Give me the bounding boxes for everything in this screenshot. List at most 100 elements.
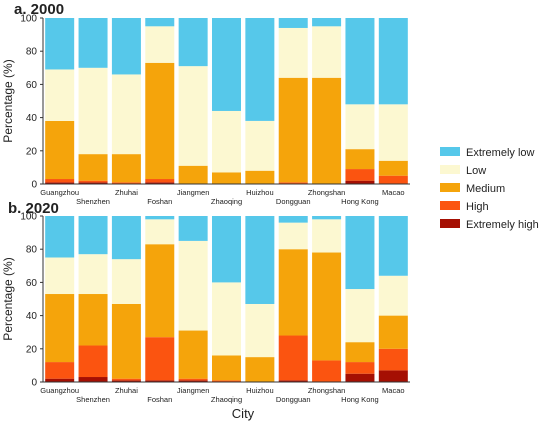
bar-segment-dongguan-extremely-low	[278, 216, 308, 223]
bar-segment-shenzhen-low	[78, 254, 108, 295]
bar-segment-hong-kong-extremely-high	[345, 180, 375, 184]
x-tick-label: Huizhou	[246, 386, 274, 395]
bar-segment-dongguan-extremely-low	[278, 18, 308, 28]
legend: Extremely low Low Medium High Extremely high	[440, 147, 539, 231]
bar-segment-guangzhou-extremely-high	[45, 182, 75, 184]
y-axis-label: Percentage (%)	[1, 59, 15, 142]
bar-segment-shenzhen-medium	[78, 294, 108, 346]
bar-segment-zhaoqing-low	[212, 110, 241, 173]
bar-segment-jiangmen-low	[178, 240, 208, 331]
y-tick-label: 0	[31, 180, 37, 191]
bar-segment-jiangmen-extremely-low	[178, 18, 208, 67]
x-tick-label: Zhongshan	[308, 386, 346, 395]
bar-segment-foshan-medium	[145, 62, 175, 180]
x-tick-label: Guangzhou	[40, 188, 79, 197]
bar-segment-huizhou-extremely-low	[245, 216, 275, 304]
y-tick-label: 80	[26, 47, 38, 58]
bar-segment-macao-extremely-low	[378, 18, 408, 105]
x-tick-label: Hong Kong	[341, 197, 379, 206]
bar-segment-macao-medium	[378, 315, 408, 349]
bar-segment-zhuhai-low	[111, 259, 141, 304]
x-tick-label: Jiangmen	[177, 188, 210, 197]
bar-segment-zhuhai-low	[111, 74, 141, 155]
x-tick-label: Zhaoqing	[211, 395, 242, 404]
panel-title: a. 2000	[14, 1, 64, 18]
bar-segment-foshan-extremely-high	[145, 182, 175, 184]
bar-segment-huizhou-low	[245, 303, 275, 358]
bar-segment-zhuhai-extremely-low	[111, 216, 141, 260]
bar-segment-zhaoqing-extremely-low	[212, 216, 241, 283]
bar-segment-foshan-low	[145, 26, 175, 63]
bar-segment-hong-kong-extremely-high	[345, 373, 375, 382]
x-tick-label: Zhongshan	[308, 188, 346, 197]
bar-segment-zhaoqing-extremely-low	[212, 18, 241, 111]
panel-title: b. 2020	[8, 200, 59, 217]
bar-segment-huizhou-medium	[245, 170, 275, 184]
bar-segment-zhuhai-medium	[111, 303, 141, 379]
bar-segment-foshan-extremely-high	[145, 380, 175, 382]
legend-label: High	[466, 201, 489, 213]
bar-segment-huizhou-extremely-low	[245, 18, 275, 121]
x-tick-label: Macao	[382, 188, 405, 197]
bar-segment-shenzhen-extremely-low	[78, 216, 108, 255]
bar-segment-dongguan-medium	[278, 249, 308, 336]
x-tick-label: Guangzhou	[40, 386, 79, 395]
bar-segment-jiangmen-high	[178, 378, 208, 381]
bar-segment-zhaoqing-medium	[212, 355, 241, 381]
x-tick-label: Hong Kong	[341, 395, 379, 404]
x-tick-label: Dongguan	[276, 395, 311, 404]
bar-segment-macao-medium	[378, 160, 408, 176]
bar-segment-dongguan-low	[278, 222, 308, 250]
bar-segment-foshan-extremely-low	[145, 18, 175, 27]
bar-segment-zhongshan-medium	[312, 252, 342, 361]
y-tick-label: 20	[26, 344, 38, 355]
bar-segment-guangzhou-high	[45, 179, 75, 183]
bar-segment-zhuhai-extremely-high	[111, 380, 141, 382]
bar-segment-guangzhou-extremely-low	[45, 18, 75, 70]
bar-segment-huizhou-medium	[245, 357, 275, 382]
x-tick-label: Macao	[382, 386, 405, 395]
legend-swatch-extremely-high	[440, 219, 460, 228]
legend-label: Extremely high	[466, 219, 539, 231]
bar-segment-macao-low	[378, 104, 408, 161]
x-tick-label: Shenzhen	[76, 197, 110, 206]
bar-segment-zhongshan-low	[312, 26, 342, 78]
bar-segment-dongguan-medium	[278, 77, 308, 183]
bar-segment-macao-extremely-high	[378, 370, 408, 382]
y-tick-label: 80	[26, 245, 38, 256]
bar-segment-huizhou-low	[245, 120, 275, 171]
bar-segment-guangzhou-medium	[45, 294, 75, 363]
bar-segment-zhongshan-high	[312, 360, 342, 382]
bar-segment-guangzhou-medium	[45, 120, 75, 180]
bar-segment-shenzhen-extremely-high	[78, 377, 108, 382]
bar-segment-macao-low	[378, 275, 408, 316]
bar-segment-dongguan-extremely-high	[278, 380, 308, 382]
bar-segment-foshan-high	[145, 337, 175, 381]
bar-segment-hong-kong-extremely-low	[345, 18, 375, 105]
bar-segment-jiangmen-medium	[178, 330, 208, 379]
x-tick-label: Huizhou	[246, 188, 274, 197]
legend-swatch-extremely-low	[440, 147, 460, 156]
bar-segment-foshan-high	[145, 179, 175, 183]
bar-segment-zhaoqing-low	[212, 282, 241, 356]
bar-segment-hong-kong-medium	[345, 149, 375, 170]
x-tick-label: Zhaoqing	[211, 197, 242, 206]
x-tick-label: Dongguan	[276, 197, 311, 206]
x-tick-label: Foshan	[147, 197, 172, 206]
bar-segment-dongguan-high	[278, 335, 308, 381]
legend-label: Medium	[466, 183, 505, 195]
bar-segment-dongguan-low	[278, 27, 308, 78]
legend-label: Low	[466, 165, 486, 177]
bar-segment-hong-kong-high	[345, 169, 375, 181]
bar-segment-jiangmen-extremely-high	[178, 380, 208, 382]
bar-segment-jiangmen-medium	[178, 165, 208, 184]
bar-segment-dongguan-high	[278, 182, 308, 184]
y-tick-label: 40	[26, 113, 38, 124]
x-tick-label: Zhuhai	[115, 188, 138, 197]
y-tick-label: 20	[26, 146, 38, 157]
bar-segment-shenzhen-high	[78, 180, 108, 183]
